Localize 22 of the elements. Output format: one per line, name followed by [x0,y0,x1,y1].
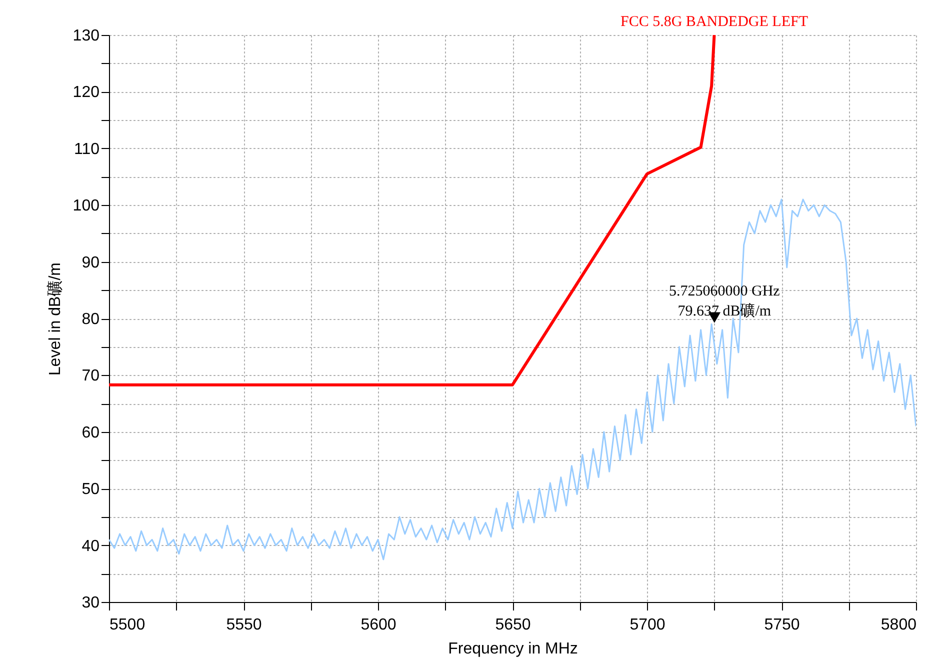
y-tick-label: 120 [72,84,100,102]
x-tick-label: 5750 [764,616,800,634]
x-tick-label: 5550 [226,616,262,634]
y-tick-label: 30 [82,594,100,612]
y-tick-label: 90 [82,254,100,272]
y-tick-label: 60 [82,424,100,442]
x-tick-label: 5500 [110,616,146,634]
x-tick-label: 5600 [360,616,396,634]
x-tick-label: 5700 [630,616,666,634]
y-axis-title: Level in dB礦/m [46,262,64,376]
y-tick-label: 130 [72,28,100,44]
y-tick-label: 70 [82,368,100,385]
y-tick-label: 100 [72,198,100,215]
series-label: FCC 5.8G BANDEDGE LEFT [620,14,808,30]
y-tick-label: 50 [82,481,100,498]
x-tick-label: 5800 [880,616,917,634]
x-axis-title: Frequency in MHz [448,640,578,658]
line-series [109,198,916,560]
y-tick-label: 80 [82,311,100,328]
y-tick-label: 40 [82,538,100,555]
y-tick-label: 110 [74,140,100,158]
x-tick-label: 5650 [495,616,531,634]
